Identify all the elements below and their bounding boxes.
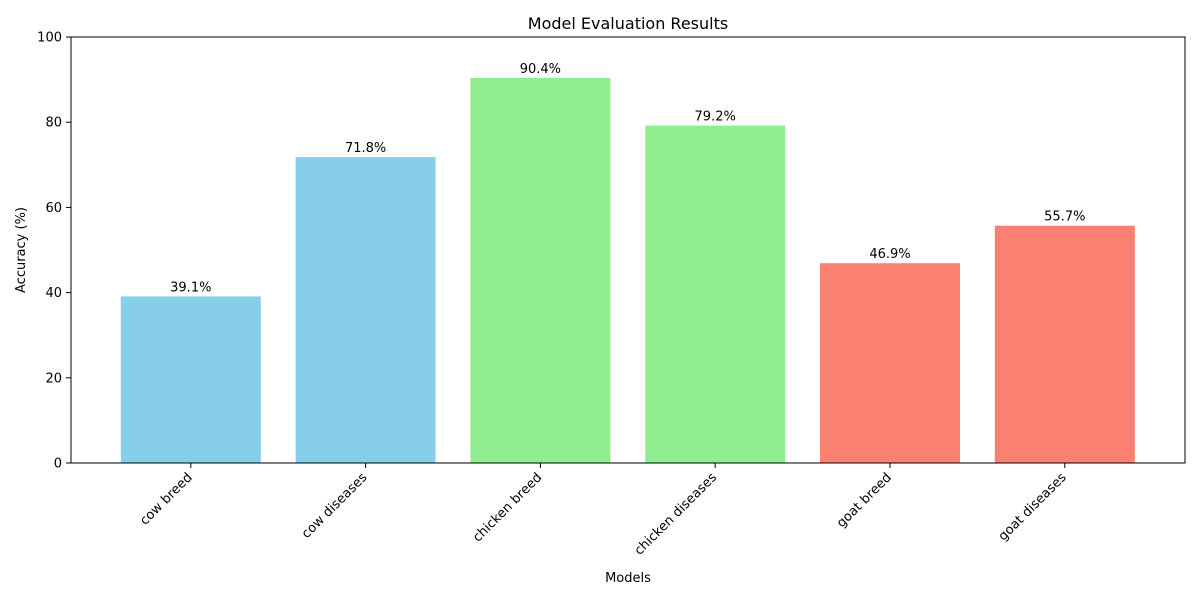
bar-value-label-2: 90.4% bbox=[520, 62, 561, 77]
y-tick-label-1: 20 bbox=[45, 371, 62, 386]
x-tick-label-4: goat breed bbox=[834, 470, 895, 531]
bar-value-label-4: 46.9% bbox=[869, 247, 910, 262]
plot-area-frame bbox=[70, 36, 1186, 464]
x-tick-label-0: cow breed bbox=[137, 470, 195, 528]
x-tick-label-2: chicken breed bbox=[470, 470, 545, 545]
bar-value-label-3: 79.2% bbox=[695, 110, 736, 125]
y-axis-label: Accuracy (%) bbox=[14, 207, 29, 293]
y-tick-label-4: 80 bbox=[45, 116, 62, 131]
x-tick-label-3: chicken diseases bbox=[632, 470, 720, 558]
bar-value-label-1: 71.8% bbox=[345, 141, 386, 156]
x-axis-label: Models bbox=[605, 571, 651, 586]
y-tick-label-2: 40 bbox=[45, 286, 62, 301]
chart-title: Model Evaluation Results bbox=[528, 14, 728, 33]
bar-labels-group: 39.1% 71.8% 90.4% 79.2% 46.9% 55.7% bbox=[170, 62, 1085, 296]
bar-value-label-0: 39.1% bbox=[170, 280, 211, 295]
bars-group bbox=[120, 77, 1135, 464]
bar-1 bbox=[295, 157, 436, 463]
bar-4 bbox=[820, 263, 960, 463]
x-tick-label-1: cow diseases bbox=[299, 470, 371, 542]
y-tick-label-0: 0 bbox=[54, 457, 62, 472]
y-axis: 0 20 40 60 80 100 bbox=[37, 31, 71, 472]
x-axis: cow breed cow diseases chicken breed chicke… bbox=[137, 463, 1070, 558]
x-tick-label-5: goat diseases bbox=[996, 470, 1070, 544]
y-tick-label-5: 100 bbox=[37, 31, 62, 46]
bar-5 bbox=[994, 225, 1135, 463]
y-tick-label-3: 60 bbox=[45, 201, 62, 216]
bar-2 bbox=[470, 77, 611, 464]
bar-0 bbox=[120, 296, 261, 463]
bar-value-label-5: 55.7% bbox=[1044, 210, 1085, 225]
bar-3 bbox=[645, 125, 786, 463]
